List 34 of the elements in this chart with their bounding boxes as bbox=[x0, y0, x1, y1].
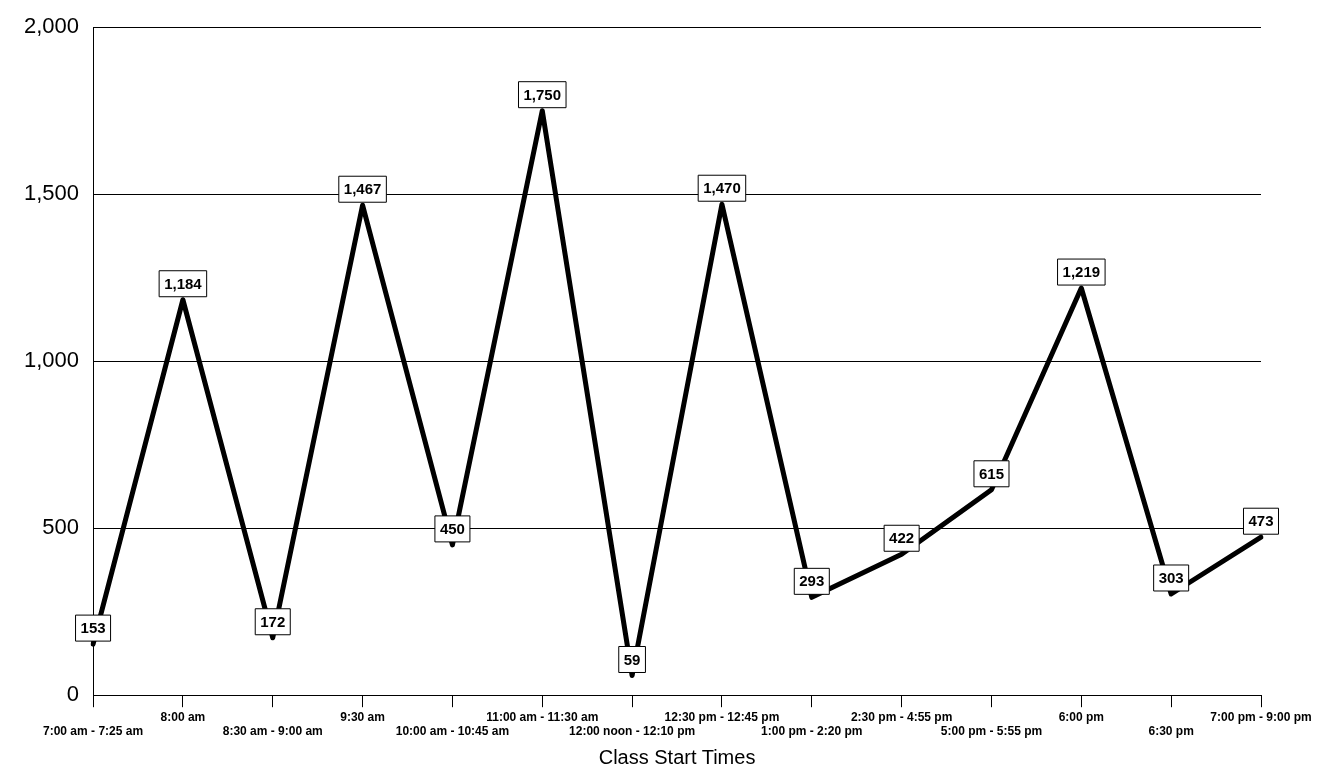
data-label: 1,470 bbox=[703, 179, 741, 197]
data-label: 1,184 bbox=[164, 274, 203, 292]
data-label: 422 bbox=[889, 529, 915, 547]
y-tick-label: 1,500 bbox=[23, 180, 80, 206]
data-label: 450 bbox=[439, 520, 465, 538]
y-tick-label: 0 bbox=[66, 681, 80, 707]
y-tick-label: 1,000 bbox=[23, 347, 80, 373]
x-tick-label: 12:30 pm - 12:45 pm bbox=[664, 709, 780, 724]
y-tick-label: 500 bbox=[42, 514, 80, 540]
x-tick-label: 10:00 am - 10:45 am bbox=[395, 724, 510, 739]
x-tick-label: 6:00 pm bbox=[1058, 709, 1104, 724]
x-tick-label: 2:30 pm - 4:55 pm bbox=[850, 709, 953, 724]
data-label: 615 bbox=[978, 464, 1004, 482]
data-label: 1,750 bbox=[523, 85, 562, 103]
data-label: 473 bbox=[1248, 512, 1274, 530]
y-tick-label: 2,000 bbox=[23, 13, 80, 39]
x-tick-label: 6:30 pm bbox=[1148, 724, 1194, 739]
x-tick-label: 9:30 am bbox=[340, 709, 385, 724]
x-tick-label: 7:00 pm - 9:00 pm bbox=[1210, 709, 1312, 724]
x-axis-title: Class Start Times bbox=[598, 745, 756, 768]
data-label: 293 bbox=[799, 572, 825, 590]
x-tick-label: 5:00 pm - 5:55 pm bbox=[940, 724, 1043, 739]
data-label: 59 bbox=[623, 650, 641, 668]
x-tick-label: 8:00 am bbox=[160, 709, 206, 724]
data-label: 1,219 bbox=[1062, 263, 1101, 281]
x-tick-label: 7:00 am - 7:25 am bbox=[43, 724, 144, 739]
x-tick-label: 12:00 noon - 12:10 pm bbox=[569, 724, 696, 739]
data-label: 1,467 bbox=[343, 180, 382, 198]
x-tick-label: 11:00 am - 11:30 am bbox=[486, 709, 599, 724]
data-label: 153 bbox=[80, 619, 106, 637]
x-tick-label: 1:00 pm - 2:20 pm bbox=[761, 724, 863, 739]
data-label: 303 bbox=[1158, 569, 1184, 587]
x-tick-label: 8:30 am - 9:00 am bbox=[222, 724, 323, 739]
data-label: 172 bbox=[260, 612, 286, 630]
